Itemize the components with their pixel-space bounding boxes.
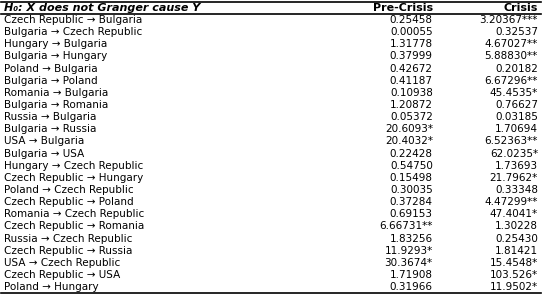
Text: Romania → Bulgaria: Romania → Bulgaria bbox=[4, 88, 108, 98]
Text: 47.4041*: 47.4041* bbox=[490, 209, 538, 219]
Text: Bulgaria → USA: Bulgaria → USA bbox=[4, 149, 85, 159]
Text: 1.73693: 1.73693 bbox=[495, 161, 538, 171]
Text: 0.33348: 0.33348 bbox=[495, 185, 538, 195]
Text: 0.54750: 0.54750 bbox=[390, 161, 433, 171]
Text: Bulgaria → Romania: Bulgaria → Romania bbox=[4, 100, 108, 110]
Text: 0.00055: 0.00055 bbox=[390, 27, 433, 37]
Text: 6.67296**: 6.67296** bbox=[485, 76, 538, 86]
Text: 0.03185: 0.03185 bbox=[495, 112, 538, 122]
Text: Bulgaria → Poland: Bulgaria → Poland bbox=[4, 76, 98, 86]
Text: 21.7962*: 21.7962* bbox=[489, 173, 538, 183]
Text: Hungary → Czech Republic: Hungary → Czech Republic bbox=[4, 161, 143, 171]
Text: 30.3674*: 30.3674* bbox=[385, 258, 433, 268]
Text: 0.25458: 0.25458 bbox=[390, 15, 433, 25]
Text: Czech Republic → Russia: Czech Republic → Russia bbox=[4, 246, 132, 256]
Text: H₀: X does not Granger cause Y: H₀: X does not Granger cause Y bbox=[4, 3, 201, 13]
Text: Russia → Bulgaria: Russia → Bulgaria bbox=[4, 112, 96, 122]
Text: 1.83256: 1.83256 bbox=[390, 234, 433, 244]
Text: 11.9502*: 11.9502* bbox=[490, 282, 538, 292]
Text: 0.42672: 0.42672 bbox=[390, 63, 433, 73]
Text: 0.30035: 0.30035 bbox=[390, 185, 433, 195]
Text: Czech Republic → Romania: Czech Republic → Romania bbox=[4, 222, 144, 232]
Text: Crisis: Crisis bbox=[504, 3, 538, 13]
Text: 0.37284: 0.37284 bbox=[390, 197, 433, 207]
Text: 6.66731**: 6.66731** bbox=[379, 222, 433, 232]
Text: Bulgaria → Russia: Bulgaria → Russia bbox=[4, 124, 96, 134]
Text: 45.4535*: 45.4535* bbox=[489, 88, 538, 98]
Text: Czech Republic → Bulgaria: Czech Republic → Bulgaria bbox=[4, 15, 143, 25]
Text: 0.37999: 0.37999 bbox=[390, 51, 433, 61]
Text: 20.6093*: 20.6093* bbox=[385, 124, 433, 134]
Text: Poland → Bulgaria: Poland → Bulgaria bbox=[4, 63, 98, 73]
Text: 6.52363**: 6.52363** bbox=[485, 136, 538, 146]
Text: Czech Republic → Hungary: Czech Republic → Hungary bbox=[4, 173, 143, 183]
Text: 5.88830**: 5.88830** bbox=[485, 51, 538, 61]
Text: Pre-Crisis: Pre-Crisis bbox=[373, 3, 433, 13]
Text: 1.81421: 1.81421 bbox=[495, 246, 538, 256]
Text: 4.67027**: 4.67027** bbox=[485, 39, 538, 49]
Text: Bulgaria → Hungary: Bulgaria → Hungary bbox=[4, 51, 107, 61]
Text: 1.70694: 1.70694 bbox=[495, 124, 538, 134]
Text: Bulgaria → Czech Republic: Bulgaria → Czech Republic bbox=[4, 27, 143, 37]
Text: Poland → Czech Republic: Poland → Czech Republic bbox=[4, 185, 134, 195]
Text: 4.47299**: 4.47299** bbox=[485, 197, 538, 207]
Text: 0.41187: 0.41187 bbox=[390, 76, 433, 86]
Text: 0.69153: 0.69153 bbox=[390, 209, 433, 219]
Text: Poland → Hungary: Poland → Hungary bbox=[4, 282, 99, 292]
Text: 0.22428: 0.22428 bbox=[390, 149, 433, 159]
Text: 1.20872: 1.20872 bbox=[390, 100, 433, 110]
Text: USA → Bulgaria: USA → Bulgaria bbox=[4, 136, 85, 146]
Text: Czech Republic → USA: Czech Republic → USA bbox=[4, 270, 120, 280]
Text: 15.4548*: 15.4548* bbox=[489, 258, 538, 268]
Text: Czech Republic → Poland: Czech Republic → Poland bbox=[4, 197, 134, 207]
Text: 0.76627: 0.76627 bbox=[495, 100, 538, 110]
Text: 62.0235*: 62.0235* bbox=[490, 149, 538, 159]
Text: 3.20367***: 3.20367*** bbox=[480, 15, 538, 25]
Text: 0.05372: 0.05372 bbox=[390, 112, 433, 122]
Text: USA → Czech Republic: USA → Czech Republic bbox=[4, 258, 120, 268]
Text: 0.20182: 0.20182 bbox=[495, 63, 538, 73]
Text: Russia → Czech Republic: Russia → Czech Republic bbox=[4, 234, 132, 244]
Text: 0.31966: 0.31966 bbox=[390, 282, 433, 292]
Text: 1.31778: 1.31778 bbox=[390, 39, 433, 49]
Text: 0.32537: 0.32537 bbox=[495, 27, 538, 37]
Text: 0.15498: 0.15498 bbox=[390, 173, 433, 183]
Text: 0.10938: 0.10938 bbox=[390, 88, 433, 98]
Text: 20.4032*: 20.4032* bbox=[385, 136, 433, 146]
Text: 11.9293*: 11.9293* bbox=[384, 246, 433, 256]
Text: 1.30228: 1.30228 bbox=[495, 222, 538, 232]
Text: 0.25430: 0.25430 bbox=[495, 234, 538, 244]
Text: Romania → Czech Republic: Romania → Czech Republic bbox=[4, 209, 144, 219]
Text: 1.71908: 1.71908 bbox=[390, 270, 433, 280]
Text: Hungary → Bulgaria: Hungary → Bulgaria bbox=[4, 39, 107, 49]
Text: 103.526*: 103.526* bbox=[490, 270, 538, 280]
